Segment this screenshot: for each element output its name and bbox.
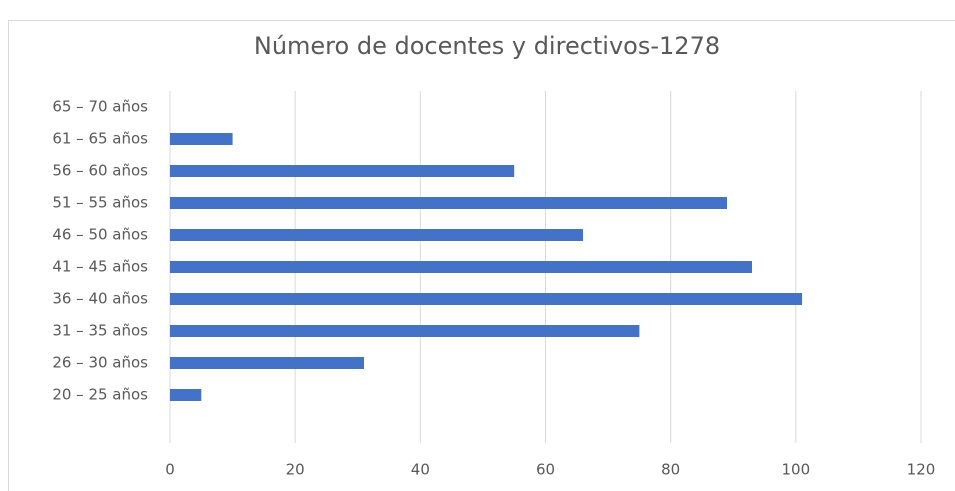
y-tick-label: 51 – 55 años: [52, 194, 148, 212]
chart-title: Número de docentes y directivos-1278: [254, 32, 720, 60]
x-tick-label: 100: [782, 461, 811, 479]
x-tick-label: 60: [536, 461, 555, 479]
y-tick-label: 61 – 65 años: [52, 130, 148, 148]
bar: [170, 133, 233, 145]
y-tick-label: 41 – 45 años: [52, 258, 148, 276]
y-tick-label: 31 – 35 años: [52, 322, 148, 340]
bar: [170, 389, 202, 401]
x-tick-label: 120: [907, 461, 936, 479]
x-tick-label: 80: [661, 461, 680, 479]
y-tick-label: 36 – 40 años: [52, 290, 148, 308]
chart-frame: [8, 20, 955, 491]
y-tick-label: 26 – 30 años: [52, 354, 148, 372]
y-tick-label: 20 – 25 años: [52, 386, 148, 404]
bar: [170, 261, 753, 273]
bar: [170, 325, 640, 337]
y-tick-label: 46 – 50 años: [52, 226, 148, 244]
bar: [170, 197, 727, 209]
y-tick-label: 56 – 60 años: [52, 162, 148, 180]
x-tick-label: 0: [165, 461, 175, 479]
bar: [170, 229, 584, 241]
y-tick-label: 65 – 70 años: [52, 98, 148, 116]
x-tick-label: 20: [286, 461, 305, 479]
bar: [170, 293, 803, 305]
bar: [170, 165, 515, 177]
bar: [170, 357, 365, 369]
x-tick-label: 40: [411, 461, 430, 479]
